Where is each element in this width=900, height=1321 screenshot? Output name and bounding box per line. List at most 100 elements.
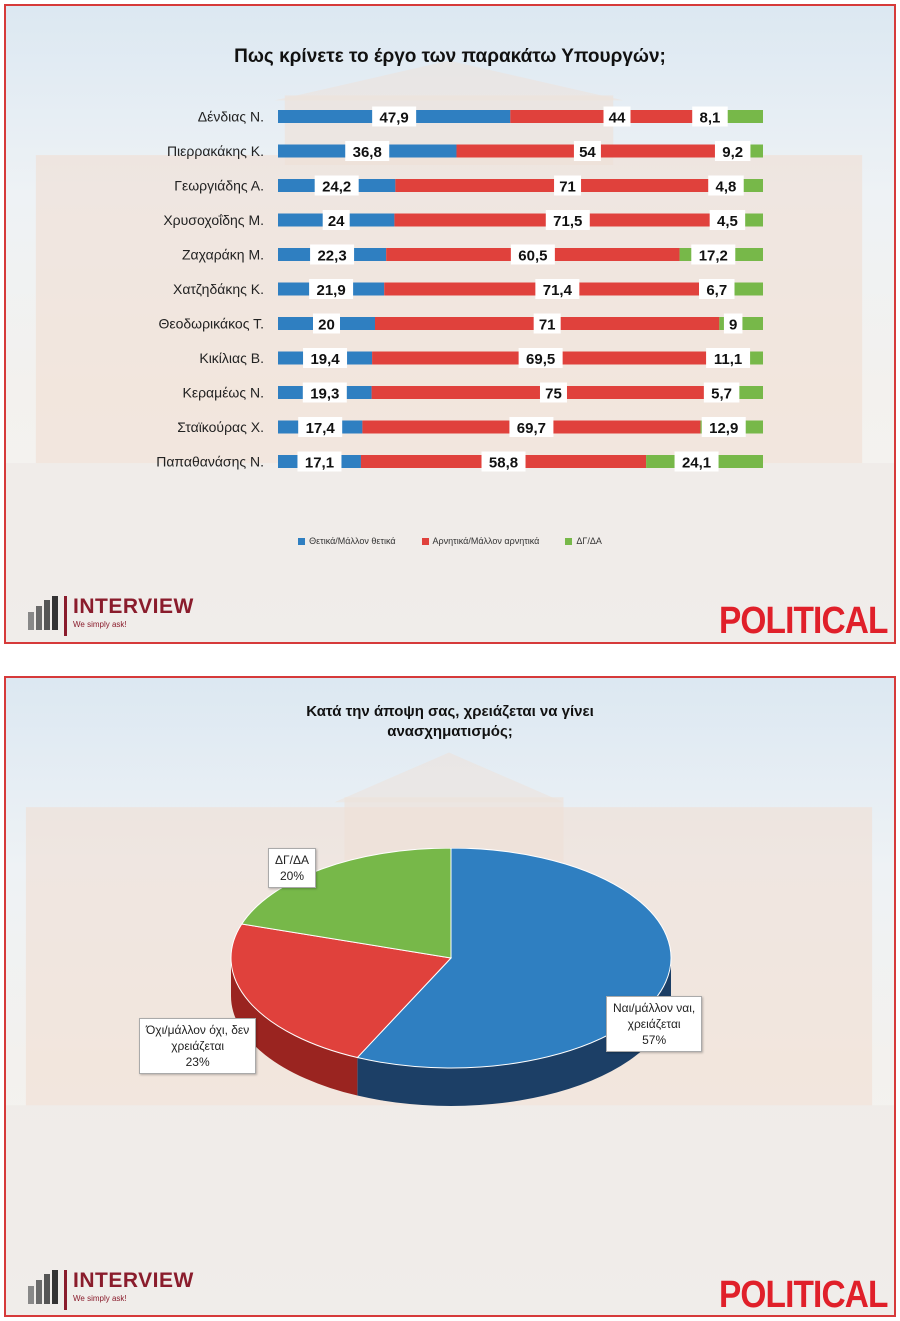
pie-label-no: Όχι/μάλλον όχι, δεν χρειάζεται 23% bbox=[139, 1018, 257, 1074]
category-label: Κεραμέως Ν. bbox=[182, 385, 264, 401]
legend-label-dkna: ΔΓ/ΔΑ bbox=[576, 536, 602, 546]
data-label-dkna: 4,5 bbox=[717, 213, 738, 230]
data-label-positive: 21,9 bbox=[317, 282, 346, 299]
pie-label-no-percent: 23% bbox=[185, 1055, 210, 1069]
political-watermark: POLITICAL bbox=[719, 600, 888, 642]
data-label-positive: 22,3 bbox=[317, 248, 346, 265]
pie-label-yes: Ναι/μάλλον ναι, χρειάζεται 57% bbox=[606, 996, 703, 1052]
pie-label-dkna: ΔΓ/ΔΑ 20% bbox=[268, 848, 316, 888]
data-label-negative: 58,8 bbox=[489, 455, 518, 472]
data-label-bg bbox=[481, 451, 526, 472]
data-label-bg bbox=[510, 244, 555, 265]
pie-label-yes-line1: Ναι/μάλλον ναι, bbox=[613, 1001, 696, 1015]
data-label-positive: 19,4 bbox=[310, 351, 340, 368]
data-label-negative: 44 bbox=[609, 110, 626, 127]
bar-segment-dkna bbox=[739, 179, 763, 192]
data-label-dkna: 24,1 bbox=[682, 455, 711, 472]
pie-label-no-line2: χρειάζεται bbox=[171, 1039, 225, 1053]
category-label: Χατζηδάκης Κ. bbox=[173, 281, 264, 297]
data-label-bg bbox=[692, 106, 728, 127]
political-watermark: POLITICAL bbox=[719, 1274, 888, 1316]
data-label-positive: 24 bbox=[328, 213, 345, 230]
parliament-background bbox=[6, 60, 894, 642]
data-label-negative: 69,7 bbox=[517, 420, 546, 437]
data-label-bg bbox=[303, 348, 348, 368]
data-label-bg bbox=[703, 382, 740, 403]
data-label-bg bbox=[708, 175, 744, 196]
data-label-bg bbox=[603, 106, 631, 127]
legend-swatch-dkna bbox=[565, 537, 573, 545]
pie-chart bbox=[230, 848, 672, 1106]
data-label-positive: 24,2 bbox=[322, 179, 351, 196]
legend-swatch-negative bbox=[421, 537, 429, 545]
pie-title-line1: Κατά την άποψη σας, χρειάζεται να γίνει bbox=[306, 703, 594, 720]
data-label-dkna: 5,7 bbox=[711, 386, 732, 403]
data-label-bg bbox=[701, 417, 746, 437]
bar-segment-dkna bbox=[741, 213, 763, 227]
data-label-negative: 71 bbox=[539, 317, 556, 334]
data-label-bg bbox=[545, 210, 590, 230]
data-label-bg bbox=[313, 313, 340, 334]
data-label-dkna: 8,1 bbox=[700, 110, 721, 127]
pie-label-yes-line2: χρειάζεται bbox=[627, 1017, 681, 1031]
data-label-negative: 54 bbox=[579, 144, 596, 161]
data-label-negative: 75 bbox=[545, 386, 562, 403]
bar-segment-dkna bbox=[723, 110, 763, 123]
data-label-dkna: 6,7 bbox=[706, 282, 727, 299]
data-label-bg bbox=[297, 451, 342, 472]
category-label: Θεοδωρικάκος Τ. bbox=[158, 316, 264, 332]
pie-slice-no bbox=[230, 923, 453, 1059]
data-label-bg bbox=[309, 279, 354, 299]
category-label: Κικίλιας Β. bbox=[199, 350, 264, 366]
logo-name: INTERVIEW bbox=[73, 1269, 194, 1292]
data-label-bg bbox=[372, 106, 417, 127]
data-label-bg bbox=[723, 313, 743, 334]
data-label-bg bbox=[554, 175, 582, 196]
chart-legend: Θετικά/Μάλλον θετικά Αρνητικά/Μάλλον αρν… bbox=[6, 536, 894, 546]
legend-item-negative: Αρνητικά/Μάλλον αρνητικά bbox=[421, 536, 540, 546]
data-label-bg bbox=[699, 279, 735, 299]
legend-label-negative: Αρνητικά/Μάλλον αρνητικά bbox=[432, 536, 540, 546]
data-label-bg bbox=[310, 244, 355, 265]
stacked-bar-chart: Δένδιας Ν. 47,9 44 8,1 Πιερρακάκης Κ. 36,8 54 9… bbox=[156, 106, 763, 472]
data-label-dkna: 17,2 bbox=[699, 248, 728, 265]
data-label-bg bbox=[539, 382, 567, 403]
pie-label-dkna-text: ΔΓ/ΔΑ bbox=[275, 853, 309, 867]
data-label-bg bbox=[674, 451, 719, 472]
data-label-positive: 17,4 bbox=[306, 420, 336, 437]
category-label: Πιερρακάκης Κ. bbox=[167, 143, 264, 159]
pie-side-no bbox=[231, 958, 358, 1096]
data-label-positive: 47,9 bbox=[380, 110, 409, 127]
data-label-bg bbox=[345, 141, 390, 161]
data-label-positive: 20 bbox=[318, 317, 335, 334]
data-label-positive: 19,3 bbox=[310, 386, 339, 403]
interview-logo: INTERVIEW We simply ask! bbox=[28, 1270, 194, 1310]
legend-swatch-positive bbox=[298, 537, 306, 545]
legend-item-positive: Θετικά/Μάλλον θετικά bbox=[298, 536, 396, 546]
data-label-bg bbox=[509, 417, 554, 437]
data-label-negative: 60,5 bbox=[518, 248, 547, 265]
category-label: Ζαχαράκη Μ. bbox=[182, 247, 264, 263]
data-label-bg bbox=[573, 141, 601, 161]
data-label-dkna: 12,9 bbox=[709, 420, 738, 437]
logo-name: INTERVIEW bbox=[73, 595, 194, 618]
data-label-bg bbox=[302, 382, 347, 403]
data-label-bg bbox=[714, 141, 751, 161]
data-label-bg bbox=[535, 279, 580, 299]
bar-chart-panel: Πως κρίνετε το έργο των παρακάτω Υπουργώ… bbox=[4, 4, 896, 644]
logo-bars-icon bbox=[28, 1270, 58, 1304]
data-label-dkna: 9 bbox=[729, 317, 737, 334]
logo-tagline: We simply ask! bbox=[73, 620, 127, 629]
bar-chart-title: Πως κρίνετε το έργο των παρακάτω Υπουργώ… bbox=[234, 46, 666, 67]
category-label: Παπαθανάσης Ν. bbox=[156, 454, 264, 470]
data-label-dkna: 4,8 bbox=[716, 179, 737, 196]
legend-item-dkna: ΔΓ/ΔΑ bbox=[565, 536, 602, 546]
pie-label-yes-percent: 57% bbox=[642, 1033, 667, 1047]
bar-segment-dkna bbox=[730, 282, 763, 296]
pie-title-line2: ανασχηματισμός; bbox=[387, 723, 513, 740]
data-label-bg bbox=[709, 210, 746, 230]
data-label-bg bbox=[706, 348, 751, 368]
pie-chart-panel: Κατά την άποψη σας, χρειάζεται να γίνει … bbox=[4, 676, 896, 1317]
logo-bars-icon bbox=[28, 596, 58, 630]
data-label-bg bbox=[518, 348, 563, 368]
